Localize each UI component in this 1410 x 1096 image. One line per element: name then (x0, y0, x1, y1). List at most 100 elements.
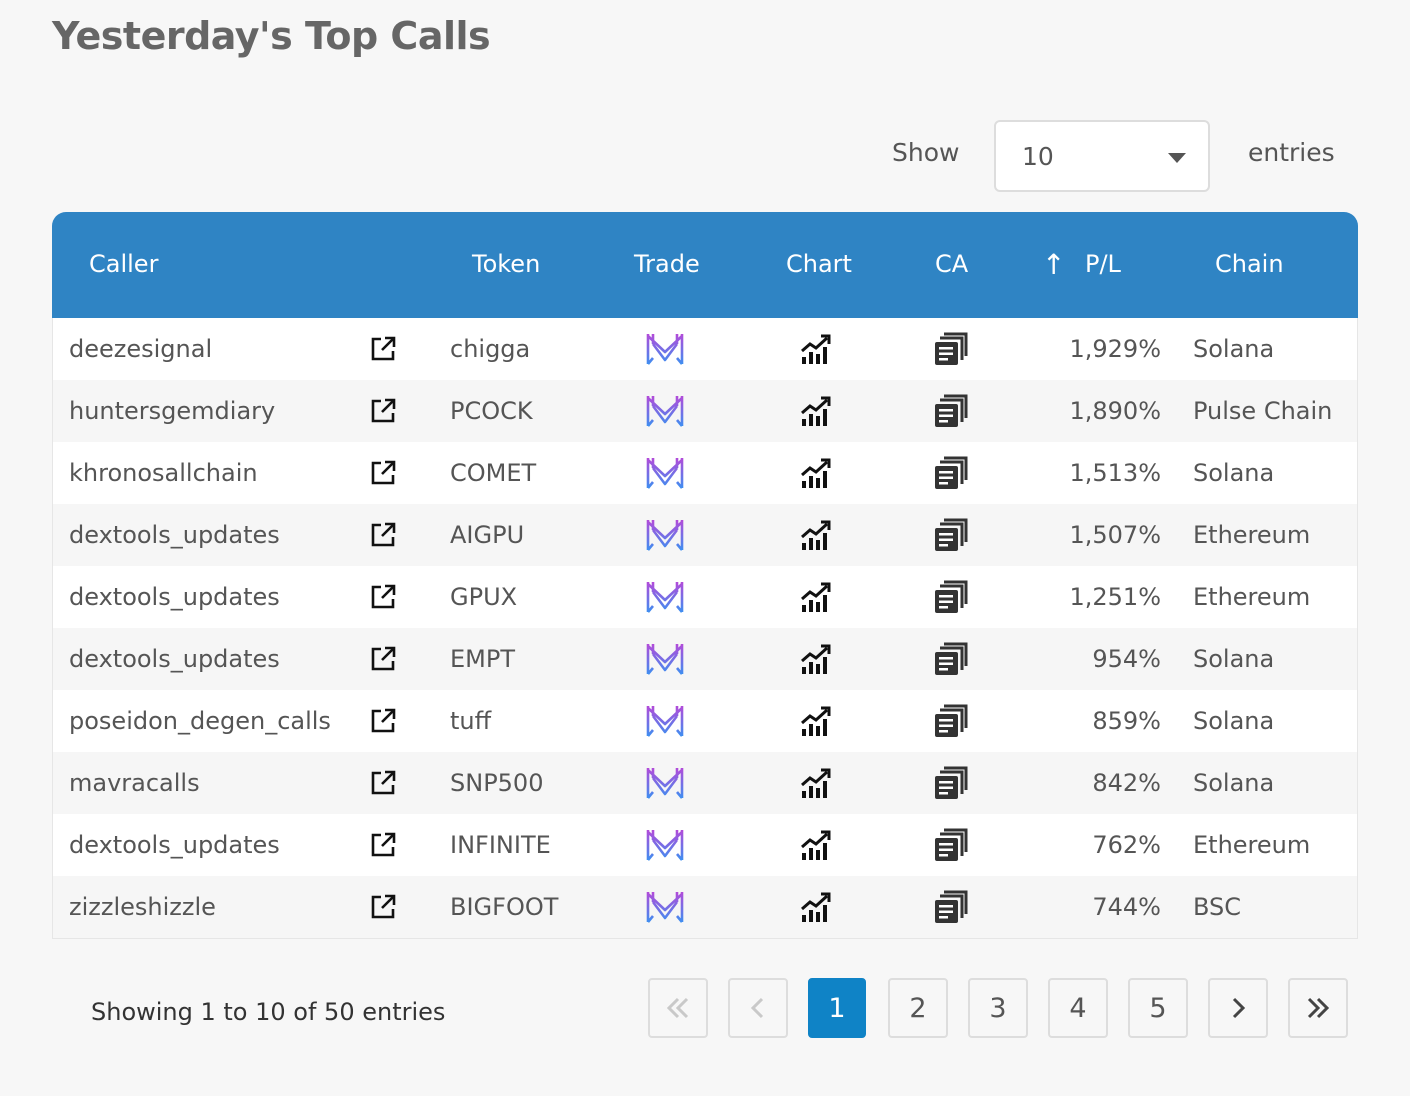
trade-cell (643, 504, 687, 566)
token-name: tuff (450, 707, 492, 735)
chain-name: Solana (1193, 769, 1275, 797)
copy-icon[interactable] (934, 394, 968, 428)
entries-label: entries (1248, 138, 1335, 167)
external-link-icon[interactable] (370, 770, 396, 796)
token-name: PCOCK (450, 397, 533, 425)
column-header-ca[interactable]: CA (935, 250, 969, 278)
column-header-pl[interactable]: P/L (1085, 250, 1121, 278)
chart-icon[interactable] (800, 519, 832, 551)
trade-logo-icon[interactable] (645, 454, 685, 492)
external-link-icon[interactable] (370, 336, 396, 362)
chain-cell: Ethereum (1193, 814, 1310, 876)
token-name: INFINITE (450, 831, 551, 859)
pagination-next-button[interactable] (1208, 978, 1268, 1038)
table-row: huntersgemdiary PCOCK 1,890% (53, 380, 1357, 442)
copy-icon[interactable] (934, 580, 968, 614)
column-header-trade[interactable]: Trade (634, 250, 700, 278)
chart-cell (798, 814, 834, 876)
pl-cell: 1,890% (1033, 380, 1161, 442)
pagination-page-2[interactable]: 2 (888, 978, 948, 1038)
chart-icon[interactable] (800, 829, 832, 861)
chain-name: Solana (1193, 645, 1275, 673)
trade-logo-icon[interactable] (645, 764, 685, 802)
chain-cell: Solana (1193, 442, 1274, 504)
chart-cell (798, 442, 834, 504)
trade-logo-icon[interactable] (645, 640, 685, 678)
chevron-right-icon (1232, 997, 1246, 1019)
chain-name: Solana (1193, 459, 1275, 487)
trade-logo-icon[interactable] (645, 578, 685, 616)
column-header-token[interactable]: Token (472, 250, 541, 278)
chart-icon[interactable] (800, 581, 832, 613)
copy-icon[interactable] (934, 642, 968, 676)
pl-value: 954% (1092, 645, 1161, 673)
chart-icon[interactable] (800, 457, 832, 489)
trade-logo-icon[interactable] (645, 392, 685, 430)
copy-icon[interactable] (934, 890, 968, 924)
caller-link-cell (369, 566, 397, 628)
trade-logo-icon[interactable] (645, 516, 685, 554)
external-link-icon[interactable] (370, 522, 396, 548)
chart-icon[interactable] (800, 333, 832, 365)
caller-cell: dextools_updates (69, 504, 280, 566)
copy-icon[interactable] (934, 332, 968, 366)
caller-cell: dextools_updates (69, 814, 280, 876)
copy-icon[interactable] (934, 518, 968, 552)
trade-logo-icon[interactable] (645, 888, 685, 926)
table-body: deezesignal chigga 1,929% (52, 318, 1358, 939)
external-link-icon[interactable] (370, 708, 396, 734)
caller-link-cell (369, 752, 397, 814)
external-link-icon[interactable] (370, 894, 396, 920)
external-link-icon[interactable] (370, 398, 396, 424)
chart-icon[interactable] (800, 705, 832, 737)
token-name: GPUX (450, 583, 518, 611)
pagination-page-5[interactable]: 5 (1128, 978, 1188, 1038)
external-link-icon[interactable] (370, 832, 396, 858)
caller-name: zizzleshizzle (69, 893, 216, 921)
column-header-caller[interactable]: Caller (89, 250, 159, 278)
caller-link-cell (369, 318, 397, 380)
external-link-icon[interactable] (370, 646, 396, 672)
copy-icon[interactable] (934, 766, 968, 800)
pagination-prev-button[interactable] (728, 978, 788, 1038)
trade-logo-icon[interactable] (645, 330, 685, 368)
pagination-page-4[interactable]: 4 (1048, 978, 1108, 1038)
caller-cell: zizzleshizzle (69, 876, 216, 938)
external-link-icon[interactable] (370, 584, 396, 610)
external-link-icon[interactable] (370, 460, 396, 486)
trade-logo-icon[interactable] (645, 702, 685, 740)
pagination-page-3[interactable]: 3 (968, 978, 1028, 1038)
chart-icon[interactable] (800, 767, 832, 799)
chart-cell (798, 566, 834, 628)
pl-value: 842% (1092, 769, 1161, 797)
chain-cell: Ethereum (1193, 504, 1310, 566)
copy-icon[interactable] (934, 456, 968, 490)
pagination-last-button[interactable] (1288, 978, 1348, 1038)
caller-cell: deezesignal (69, 318, 212, 380)
copy-icon[interactable] (934, 828, 968, 862)
caller-name: khronosallchain (69, 459, 258, 487)
caller-cell: mavracalls (69, 752, 200, 814)
copy-icon[interactable] (934, 704, 968, 738)
trade-cell (643, 566, 687, 628)
pl-cell: 859% (1033, 690, 1161, 752)
chart-icon[interactable] (800, 395, 832, 427)
pagination-page-1[interactable]: 1 (808, 978, 866, 1038)
entries-per-page-select[interactable]: 10 (994, 120, 1210, 192)
ca-cell (933, 566, 969, 628)
trade-logo-icon[interactable] (645, 826, 685, 864)
column-header-chart[interactable]: Chart (786, 250, 852, 278)
pl-cell: 1,251% (1033, 566, 1161, 628)
chart-icon[interactable] (800, 891, 832, 923)
pl-value: 1,251% (1069, 583, 1161, 611)
caller-name: dextools_updates (69, 583, 280, 611)
chart-icon[interactable] (800, 643, 832, 675)
pagination-first-button[interactable] (648, 978, 708, 1038)
sort-ascending-icon[interactable]: ↑ (1042, 248, 1066, 281)
ca-cell (933, 318, 969, 380)
chain-name: Ethereum (1193, 583, 1311, 611)
caller-link-cell (369, 876, 397, 938)
column-header-chain[interactable]: Chain (1215, 250, 1284, 278)
caller-name: deezesignal (69, 335, 213, 363)
chain-name: Ethereum (1193, 831, 1311, 859)
